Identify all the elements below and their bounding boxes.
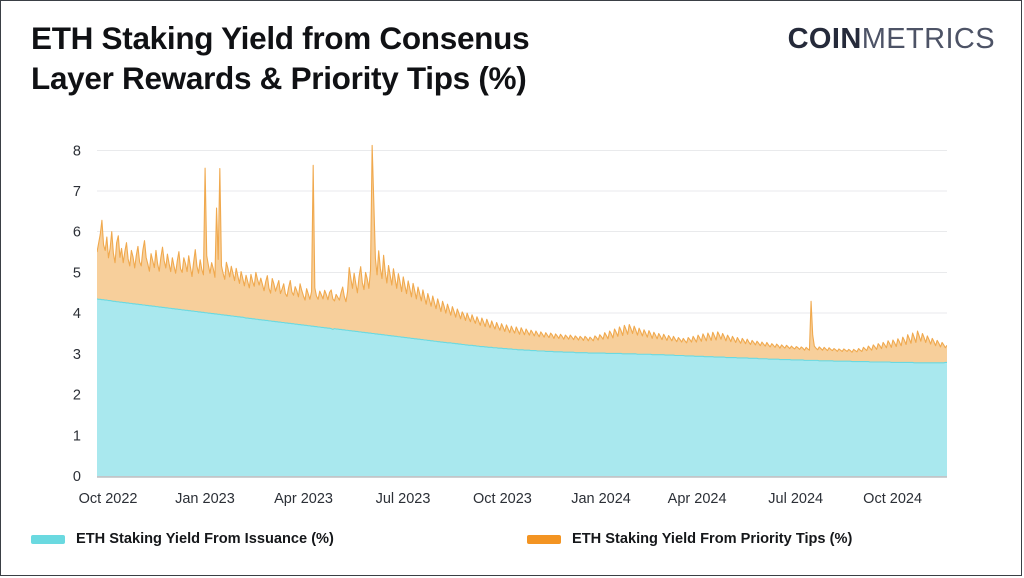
coinmetrics-logo: COINMETRICS xyxy=(788,23,995,56)
y-tick-label: 8 xyxy=(73,143,81,159)
x-tick-label: Oct 2022 xyxy=(79,491,138,507)
x-tick-label: Jan 2024 xyxy=(571,491,631,507)
logo-metrics-text: METRICS xyxy=(861,23,995,55)
y-tick-label: 4 xyxy=(73,306,81,322)
x-tick-label: Jan 2023 xyxy=(175,491,235,507)
legend-label-priority-tips: ETH Staking Yield From Priority Tips (%) xyxy=(572,531,853,547)
chart-legend: ETH Staking Yield From Issuance (%) ETH … xyxy=(1,531,1021,561)
area-priority-tips xyxy=(97,145,947,363)
legend-label-issuance: ETH Staking Yield From Issuance (%) xyxy=(76,531,334,547)
logo-coin-text: COIN xyxy=(787,23,862,55)
x-tick-label: Jul 2024 xyxy=(768,491,823,507)
chart-header: ETH Staking Yield from Consenus Layer Re… xyxy=(1,1,1021,111)
legend-item-issuance[interactable]: ETH Staking Yield From Issuance (%) xyxy=(31,531,334,547)
legend-swatch-issuance xyxy=(31,534,65,544)
y-tick-label: 0 xyxy=(73,469,81,485)
line-priority-tips xyxy=(97,144,947,353)
y-tick-label: 3 xyxy=(73,347,81,363)
y-tick-label: 6 xyxy=(73,225,81,241)
legend-item-priority-tips[interactable]: ETH Staking Yield From Priority Tips (%) xyxy=(527,531,852,547)
y-tick-label: 7 xyxy=(73,184,81,200)
x-tick-label: Apr 2024 xyxy=(668,491,727,507)
x-tick-label: Jul 2023 xyxy=(376,491,431,507)
y-tick-label: 1 xyxy=(73,428,81,444)
page-title: ETH Staking Yield from Consenus Layer Re… xyxy=(31,20,530,96)
area-series-group xyxy=(97,144,947,476)
y-tick-label: 2 xyxy=(73,388,81,404)
y-tick-label: 5 xyxy=(73,265,81,281)
y-axis-tick-labels: 0 1 2 3 4 5 6 7 8 xyxy=(73,143,81,485)
legend-swatch-priority-tips xyxy=(527,534,561,544)
line-issuance xyxy=(97,298,947,364)
area-issuance xyxy=(97,298,947,476)
x-tick-label: Apr 2023 xyxy=(274,491,333,507)
x-axis-tick-labels: Oct 2022 Jan 2023 Apr 2023 Jul 2023 Oct 2023… xyxy=(79,491,922,507)
x-tick-label: Oct 2024 xyxy=(863,491,922,507)
x-tick-label: Oct 2023 xyxy=(473,491,532,507)
